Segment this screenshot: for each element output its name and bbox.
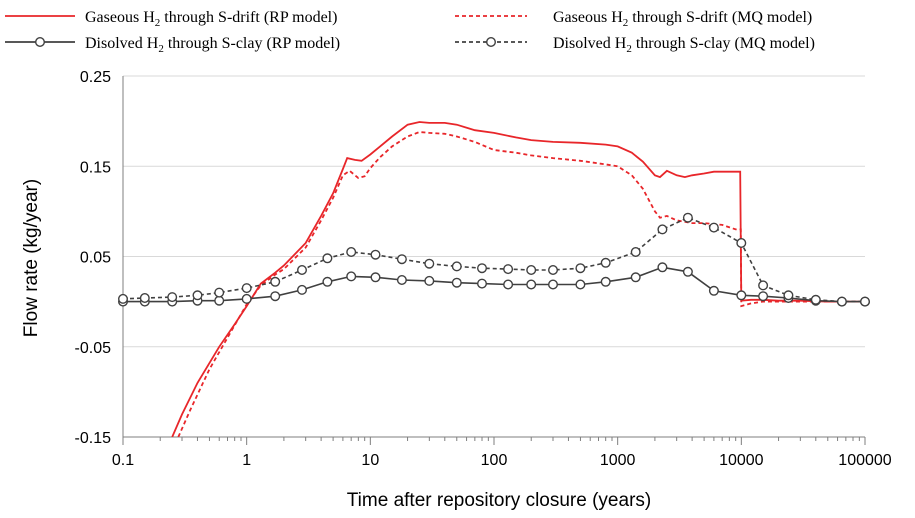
series-3-marker [477, 263, 488, 274]
y-tick-label: 0.05 [80, 250, 111, 267]
series-3-marker [526, 265, 537, 276]
series-3-marker [783, 290, 794, 301]
series-2-marker [241, 293, 252, 304]
series-2-marker [600, 276, 611, 287]
series-line-2 [123, 266, 865, 303]
x-tick-label: 100000 [838, 452, 891, 469]
legend-label-1: Gaseous H2 through S-drift (MQ model) [553, 9, 812, 29]
grid-layer [123, 75, 865, 348]
series-3-marker [600, 257, 611, 268]
series-2-marker [270, 291, 281, 302]
x-tick-label: 100 [481, 452, 508, 469]
series-3-marker [192, 290, 203, 301]
series-2-marker [548, 279, 559, 290]
series-2-marker [346, 271, 357, 282]
y-axis-title: Flow rate (kg/year) [21, 179, 42, 337]
y-tick-label: 0.25 [80, 69, 111, 86]
axes-layer: -0.15 -0.05 0.05 0.15 0.25 0.1 1 10 100 1000 10000… [75, 69, 892, 469]
series-3-marker [270, 276, 281, 287]
series-line-0 [171, 121, 865, 437]
series-layer [117, 121, 871, 437]
x-tick-label: 0.1 [112, 452, 134, 469]
series-3-marker [758, 280, 769, 291]
series-3-marker [451, 261, 462, 272]
series-3-marker [322, 253, 333, 264]
series-3-marker [396, 254, 407, 265]
series-3-marker [836, 296, 847, 307]
x-tick-label: 1 [242, 452, 251, 469]
series-3-marker [346, 246, 357, 257]
series-2-marker [630, 272, 641, 283]
series-2-marker [736, 290, 747, 301]
series-3-marker [548, 265, 559, 276]
y-tick-label: -0.05 [75, 340, 112, 357]
series-3-marker [214, 287, 225, 298]
legend-label-2: Disolved H2 through S-clay (RP model) [85, 35, 340, 55]
series-2-marker [657, 262, 668, 273]
series-3-marker [575, 263, 586, 274]
series-3-marker [297, 265, 308, 276]
series-3-marker [630, 246, 641, 257]
series-line-3 [123, 216, 865, 303]
series-3-marker [503, 264, 514, 275]
series-2-marker [758, 291, 769, 302]
legend-marker-3 [486, 37, 497, 48]
series-3-marker [424, 258, 435, 269]
x-tick-label: 10000 [719, 452, 764, 469]
series-3-marker [708, 222, 719, 233]
legend-label-3: Disolved H2 through S-clay (MQ model) [553, 35, 815, 55]
series-3-marker [682, 212, 693, 223]
series-3-marker [657, 224, 668, 235]
x-axis-title: Time after repository closure (years) [347, 490, 651, 511]
series-2-marker [477, 278, 488, 289]
series-2-marker [682, 266, 693, 277]
series-3-marker [167, 292, 178, 303]
y-tick-label: -0.15 [75, 430, 112, 447]
series-2-marker [370, 272, 381, 283]
series-3-marker [370, 249, 381, 260]
series-2-marker [322, 276, 333, 287]
series-2-marker [424, 275, 435, 286]
series-2-marker [503, 279, 514, 290]
series-2-marker [575, 279, 586, 290]
series-2-marker [214, 295, 225, 306]
series-3-marker [810, 294, 821, 305]
series-2-marker [708, 285, 719, 296]
x-tick-label: 1000 [600, 452, 636, 469]
series-3-marker [860, 296, 871, 307]
y-tick-label: 0.15 [80, 159, 111, 176]
series-3-marker [117, 293, 128, 304]
legend-label-0: Gaseous H2 through S-drift (RP model) [85, 9, 337, 29]
series-2-marker [297, 284, 308, 295]
legend: Gaseous H2 through S-drift (RP model) Gas… [5, 9, 815, 55]
x-tick-label: 10 [361, 452, 379, 469]
legend-marker-2 [35, 37, 46, 48]
series-2-marker [526, 279, 537, 290]
series-2-marker [451, 277, 462, 288]
series-3-marker [736, 237, 747, 248]
series-3-marker [241, 283, 252, 294]
series-2-marker [396, 275, 407, 286]
series-3-marker [139, 293, 150, 304]
